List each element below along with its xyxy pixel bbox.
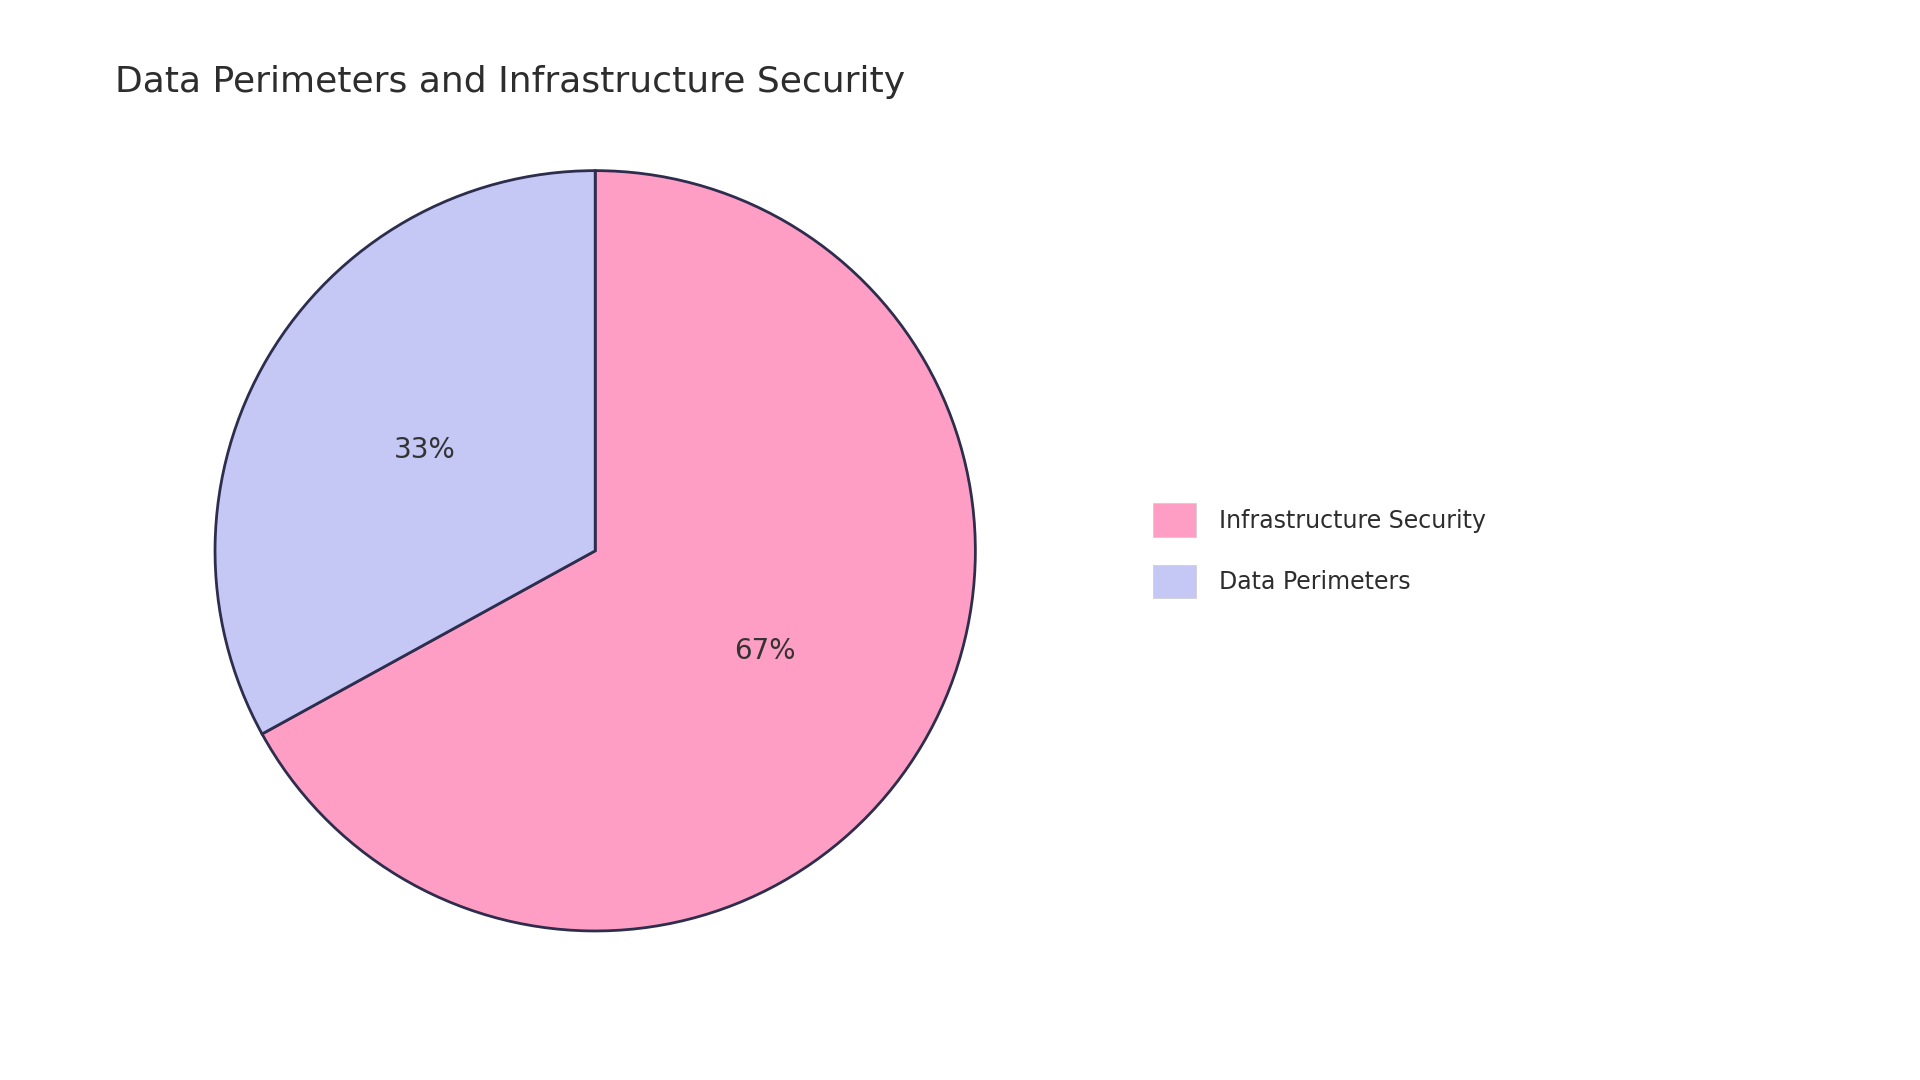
Text: 67%: 67%	[735, 637, 797, 665]
Wedge shape	[215, 171, 595, 734]
Wedge shape	[261, 171, 975, 931]
Text: 33%: 33%	[394, 436, 455, 464]
Legend: Infrastructure Security, Data Perimeters: Infrastructure Security, Data Perimeters	[1129, 480, 1509, 622]
Text: Data Perimeters and Infrastructure Security: Data Perimeters and Infrastructure Secur…	[115, 65, 906, 98]
